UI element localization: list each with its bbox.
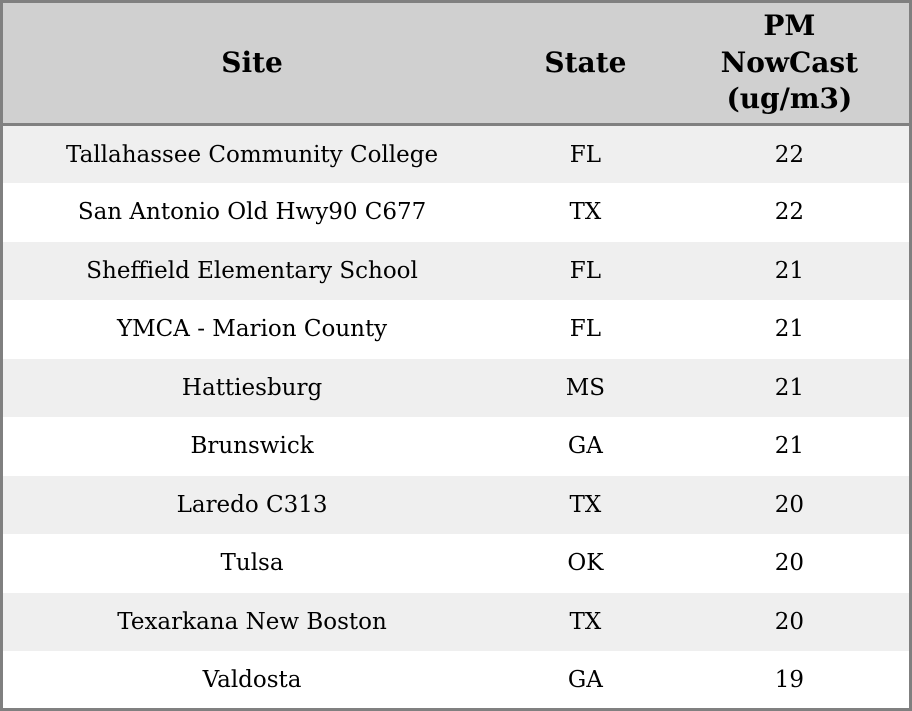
header-row: Site State PM NowCast (ug/m3) bbox=[1, 1, 911, 126]
site-cell: Sheffield Elementary School bbox=[86, 257, 418, 284]
column-header-pm-nowcast: PM NowCast (ug/m3) bbox=[669, 1, 911, 126]
state-cell: FL bbox=[569, 141, 602, 168]
pm-nowcast-cell: 22 bbox=[774, 199, 804, 226]
column-header-site: Site bbox=[1, 1, 502, 126]
table-row: Laredo C313 TX 20 bbox=[1, 475, 911, 534]
table-body: Tallahassee Community College FL 22 San … bbox=[1, 124, 911, 710]
site-cell: San Antonio Old Hwy90 C677 bbox=[77, 199, 427, 226]
site-cell: Valdosta bbox=[202, 666, 302, 693]
state-cell: FL bbox=[569, 257, 602, 284]
state-cell: TX bbox=[569, 608, 602, 635]
state-cell: TX bbox=[569, 491, 602, 518]
site-cell: Laredo C313 bbox=[176, 491, 328, 518]
table-row: Valdosta GA 19 bbox=[1, 651, 911, 710]
pm-nowcast-cell: 20 bbox=[774, 491, 804, 518]
table-header: Site State PM NowCast (ug/m3) bbox=[1, 1, 911, 126]
state-cell: GA bbox=[567, 433, 603, 460]
site-cell: Hattiesburg bbox=[181, 374, 323, 401]
state-cell: MS bbox=[565, 374, 606, 401]
table-row: Texarkana New Boston TX 20 bbox=[1, 592, 911, 651]
state-cell: FL bbox=[569, 316, 602, 343]
pm-nowcast-cell: 21 bbox=[774, 374, 804, 401]
site-cell: Brunswick bbox=[190, 433, 314, 460]
table-row: Sheffield Elementary School FL 21 bbox=[1, 241, 911, 300]
pm-nowcast-cell: 20 bbox=[774, 608, 804, 635]
site-cell: YMCA - Marion County bbox=[116, 316, 388, 343]
state-cell: OK bbox=[567, 550, 604, 577]
table-row: Hattiesburg MS 21 bbox=[1, 358, 911, 417]
pm-nowcast-cell: 21 bbox=[774, 433, 804, 460]
pm-nowcast-cell: 19 bbox=[774, 666, 804, 693]
table-row: Tallahassee Community College FL 22 bbox=[1, 124, 911, 183]
site-cell: Tulsa bbox=[220, 550, 284, 577]
pm-nowcast-cell: 21 bbox=[774, 257, 804, 284]
pm-nowcast-cell: 21 bbox=[774, 316, 804, 343]
column-header-state: State bbox=[501, 1, 670, 126]
table-row: San Antonio Old Hwy90 C677 TX 22 bbox=[1, 183, 911, 242]
table-row: Brunswick GA 21 bbox=[1, 417, 911, 476]
pm-nowcast-cell: 22 bbox=[774, 141, 804, 168]
site-cell: Tallahassee Community College bbox=[66, 141, 439, 168]
state-cell: TX bbox=[569, 199, 602, 226]
table-row: YMCA - Marion County FL 21 bbox=[1, 300, 911, 359]
table-row: Tulsa OK 20 bbox=[1, 534, 911, 593]
site-cell: Texarkana New Boston bbox=[117, 608, 387, 635]
state-cell: GA bbox=[567, 666, 603, 693]
pm-nowcast-cell: 20 bbox=[774, 550, 804, 577]
